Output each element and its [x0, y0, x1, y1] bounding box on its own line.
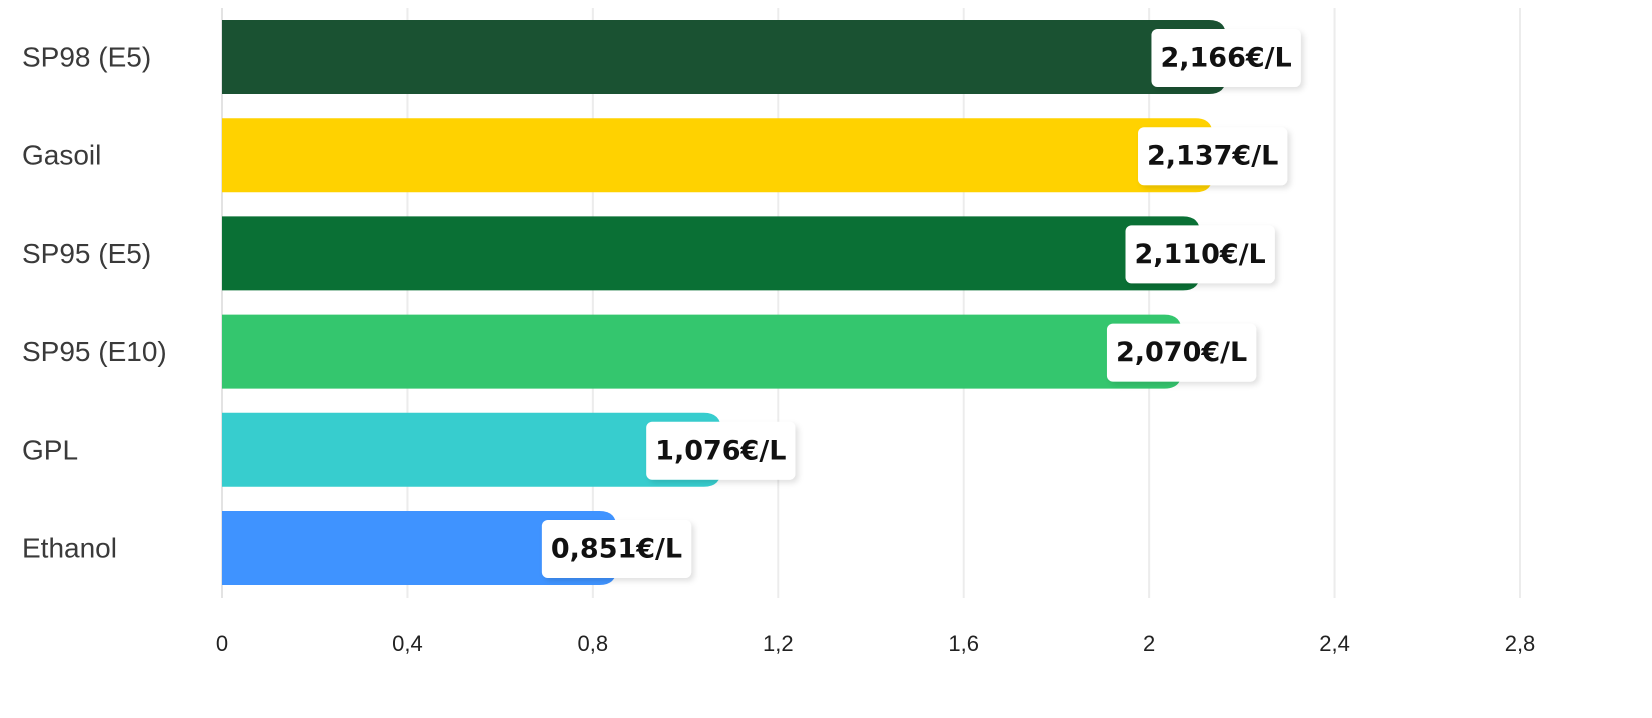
category-label: SP95 (E5)	[22, 238, 151, 269]
data-label-box	[646, 421, 796, 480]
x-tick-label: 0,8	[578, 631, 609, 656]
bar	[222, 314, 1182, 389]
bar	[222, 216, 1201, 291]
category-label: SP95 (E10)	[22, 336, 167, 367]
data-label: 2,166€/L	[1151, 29, 1301, 87]
category-label: Gasoil	[22, 140, 101, 171]
data-label-text: 2,137€/L	[1147, 141, 1278, 172]
data-label: 2,070€/L	[1106, 323, 1257, 382]
data-label-box	[541, 520, 692, 578]
bar	[222, 412, 721, 487]
data-label-box	[1151, 29, 1301, 87]
x-axis-ticks: 0 0,4 0,8 1,2 1,6 2 2,4 2,8	[216, 631, 1535, 656]
value-labels: 2,166€/L 2,137€/L 2,110€/L 2,070€/L 1,076€/L…	[541, 29, 1301, 578]
data-label-text: 2,070€/L	[1116, 337, 1247, 368]
category-label: SP98 (E5)	[22, 42, 151, 73]
category-labels: SP98 (E5) Gasoil SP95 (E5) SP95 (E10) GPL Eth…	[22, 42, 167, 564]
x-tick-label: 2,4	[1319, 631, 1350, 656]
data-label: 1,076€/L	[646, 421, 796, 480]
gridlines	[221, 8, 1521, 598]
x-tick-label: 1,6	[948, 631, 979, 656]
x-tick-label: 2	[1143, 631, 1155, 656]
data-label-text: 2,166€/L	[1160, 43, 1291, 74]
data-label-box	[1138, 127, 1288, 186]
bar	[222, 511, 617, 585]
x-tick-label: 0,4	[392, 631, 423, 656]
x-tick-label: 2,8	[1505, 631, 1536, 656]
bar	[222, 20, 1227, 94]
category-label: Ethanol	[22, 533, 117, 564]
data-label: 2,110€/L	[1125, 225, 1275, 284]
data-label-text: 1,076€/L	[655, 435, 786, 466]
bars	[222, 20, 1227, 585]
data-label-box	[1106, 323, 1257, 382]
data-label-text: 0,851€/L	[551, 534, 682, 565]
data-label: 2,137€/L	[1138, 127, 1288, 186]
bar	[222, 118, 1213, 193]
x-tick-label: 0	[216, 631, 228, 656]
data-label-box	[1125, 225, 1275, 284]
category-label: GPL	[22, 434, 78, 465]
data-label-text: 2,110€/L	[1135, 239, 1266, 270]
data-label: 0,851€/L	[541, 520, 692, 578]
x-tick-label: 1,2	[763, 631, 794, 656]
